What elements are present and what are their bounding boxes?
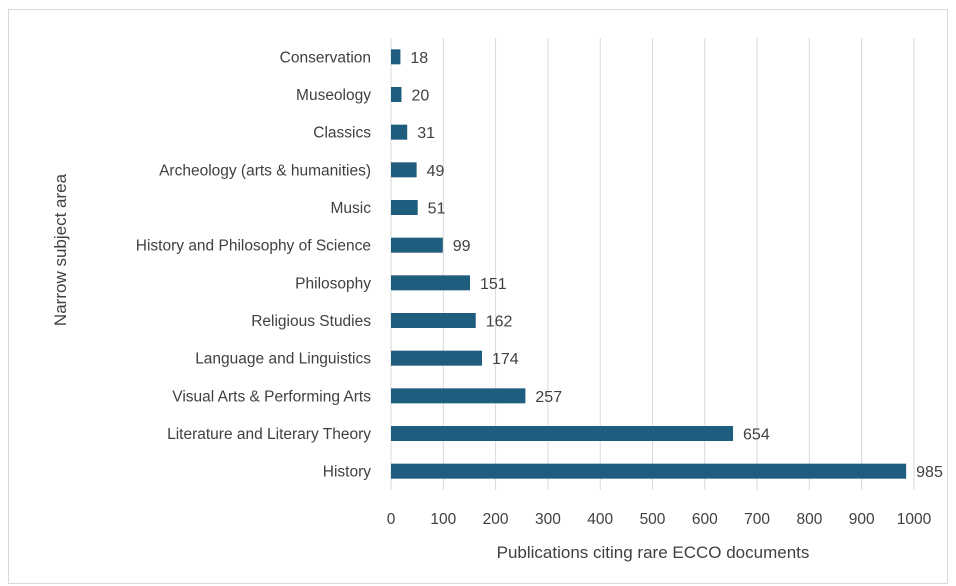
y-axis-title: Narrow subject area <box>51 173 70 326</box>
category-label: Museology <box>296 87 371 104</box>
bar <box>391 87 402 102</box>
x-tick-labels: 0 100 200 300 400 500 600 700 800 900 1000 <box>387 511 932 528</box>
bar <box>391 350 483 366</box>
chart-frame <box>8 9 948 584</box>
category-label: Classics <box>313 125 371 142</box>
data-label: 257 <box>535 389 562 406</box>
data-label: 174 <box>492 351 519 368</box>
x-tick-label: 500 <box>640 511 666 528</box>
data-label: 18 <box>410 50 428 67</box>
bar <box>391 237 443 253</box>
data-label: 31 <box>417 125 435 142</box>
data-label: 985 <box>916 464 943 481</box>
bar <box>391 313 476 328</box>
category-label: Music <box>331 200 372 217</box>
category-label: Visual Arts & Performing Arts <box>172 388 371 405</box>
data-label: 162 <box>486 314 513 331</box>
x-tick-label: 300 <box>535 511 561 528</box>
data-label: 20 <box>411 88 429 105</box>
data-label: 654 <box>743 427 770 444</box>
bar <box>391 275 470 291</box>
x-tick-label: 1000 <box>897 511 932 528</box>
bar <box>391 463 907 479</box>
x-tick-label: 0 <box>387 511 396 528</box>
data-label: 151 <box>480 276 507 293</box>
bar <box>391 200 418 215</box>
category-label: Conservation <box>280 49 371 66</box>
category-label: History <box>323 464 371 481</box>
gridlines <box>390 38 915 490</box>
bar <box>391 162 417 178</box>
data-label: 99 <box>453 238 471 255</box>
category-label: Archeology (arts & humanities) <box>159 162 371 179</box>
x-tick-label: 600 <box>692 511 718 528</box>
x-tick-label: 400 <box>587 511 613 528</box>
category-label: Religious Studies <box>251 313 371 330</box>
category-label: Literature and Literary Theory <box>167 426 371 443</box>
x-tick-label: 800 <box>796 511 822 528</box>
data-labels: 18 20 31 49 51 99 151 162 174 257 654 985 <box>410 50 943 481</box>
x-tick-label: 900 <box>849 511 875 528</box>
bar <box>391 426 734 441</box>
category-label: History and Philosophy of Science <box>136 238 371 255</box>
bar <box>391 124 408 140</box>
data-label: 49 <box>427 163 445 180</box>
x-tick-label: 200 <box>483 511 509 528</box>
bars <box>391 49 907 479</box>
x-tick-label: 700 <box>744 511 770 528</box>
x-tick-label: 100 <box>430 511 456 528</box>
category-label: Language and Linguistics <box>195 351 371 368</box>
category-label: Philosophy <box>295 275 371 292</box>
bar <box>391 388 526 404</box>
bar <box>391 49 401 65</box>
category-labels: Conservation Museology Classics Archeology … <box>136 49 371 480</box>
x-axis-title: Publications citing rare ECCO documents <box>497 543 810 562</box>
data-label: 51 <box>428 201 446 218</box>
